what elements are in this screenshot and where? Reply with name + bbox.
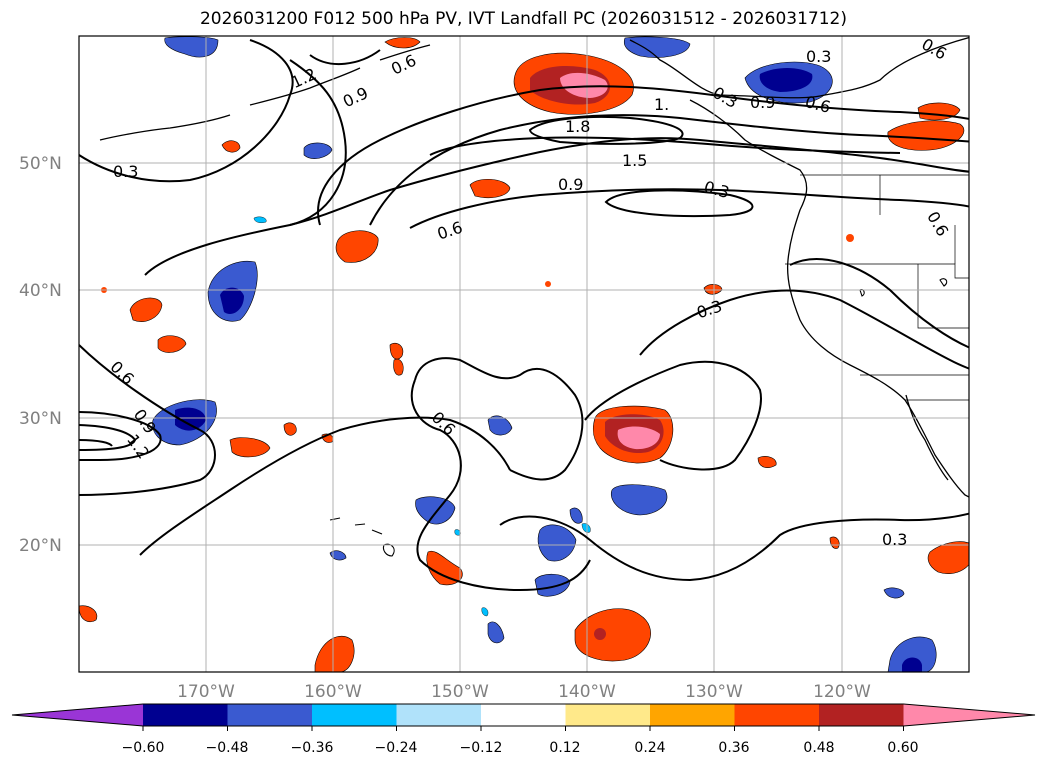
- colorbar-tick-label: −0.12: [460, 740, 503, 756]
- colorbar-extend-high: [903, 704, 1035, 726]
- negative-anomaly-blob: [569, 507, 583, 524]
- negative-anomaly-blob: [487, 415, 513, 436]
- negative-anomaly-blob: [610, 484, 668, 516]
- positive-anomaly-blob: [229, 437, 271, 458]
- positive-anomaly-blob: [389, 342, 404, 360]
- positive-anomaly-blob: [829, 536, 840, 549]
- pv-contours: [79, 39, 969, 592]
- colorbar-tick-labels: −0.60 −0.48 −0.36 −0.24 −0.12 0.12 0.24 …: [122, 740, 919, 756]
- colorbar-tick-label: −0.24: [375, 740, 418, 756]
- colorbar-tick-label: 0.36: [718, 740, 749, 756]
- colorbar-tick-label: −0.36: [291, 740, 334, 756]
- lat-tick-label: 50°N: [19, 154, 62, 174]
- pv-anomaly-shading: [79, 36, 969, 672]
- negative-anomaly-blob: [253, 216, 267, 223]
- lon-tick-label: 160°W: [304, 682, 362, 702]
- lon-tick-label: 130°W: [685, 682, 743, 702]
- negative-anomaly-blob: [883, 587, 905, 599]
- negative-anomaly-blob: [303, 142, 333, 159]
- negative-anomaly-blob: [623, 36, 691, 58]
- map-title: 2026031200 F012 500 hPa PV, IVT Landfall…: [199, 9, 847, 29]
- contour-label: 0.3: [882, 530, 907, 549]
- negative-anomaly-blob: [887, 636, 937, 672]
- lon-tick-labels: 170°W 160°W 150°W 140°W 130°W 120°W: [177, 682, 871, 702]
- colorbar-tick-label: 0.24: [634, 740, 665, 756]
- positive-anomaly-blob: [129, 297, 163, 322]
- contour-label: 0.9: [750, 93, 775, 112]
- colorbar-bin: [734, 704, 820, 726]
- colorbar-bin: [650, 704, 735, 726]
- colorbar-bin: [565, 704, 651, 726]
- coastlines: [99, 36, 969, 498]
- contour-label: 0.3: [806, 47, 831, 66]
- positive-anomaly-blob: [545, 281, 551, 287]
- lon-tick-label: 170°W: [177, 682, 235, 702]
- colorbar-tick-label: 0.48: [803, 740, 834, 756]
- lon-tick-label: 150°W: [431, 682, 489, 702]
- positive-anomaly-blob: [757, 456, 777, 468]
- colorbar-extend-low: [12, 704, 143, 726]
- colorbar: [11, 703, 1036, 731]
- positive-anomaly-blob: [384, 37, 421, 49]
- colorbar-bin: [312, 704, 397, 726]
- lon-tick-label: 120°W: [813, 682, 871, 702]
- positive-anomaly-blob: [887, 120, 965, 151]
- lon-tick-label: 140°W: [558, 682, 616, 702]
- colorbar-bin: [143, 704, 228, 726]
- colorbar-tick-label: 0.60: [887, 740, 918, 756]
- positive-anomaly-blob: [221, 140, 241, 153]
- positive-anomaly-blob: [469, 179, 511, 199]
- positive-anomaly-blob: [592, 405, 674, 464]
- colorbar-bin: [819, 704, 904, 726]
- negative-anomaly-blob: [487, 621, 505, 644]
- colorbar-bin: [481, 704, 566, 726]
- positive-anomaly-blob: [513, 52, 634, 115]
- negative-anomaly-blob: [207, 260, 258, 322]
- negative-anomaly-blob: [744, 61, 833, 104]
- positive-anomaly-blob: [393, 358, 404, 376]
- positive-anomaly-blob: [927, 541, 969, 574]
- lat-tick-labels: 50°N 40°N 30°N 20°N: [19, 154, 62, 556]
- lat-tick-label: 40°N: [19, 281, 62, 301]
- contour-label: 0.3: [113, 162, 138, 181]
- negative-anomaly-blob: [534, 573, 571, 597]
- plot-area: [79, 36, 969, 672]
- lat-tick-label: 20°N: [19, 536, 62, 556]
- lat-tick-label: 30°N: [19, 409, 62, 429]
- colorbar-tick-label: −0.48: [206, 740, 249, 756]
- contour-label: 1.8: [565, 117, 590, 136]
- positive-anomaly-blob: [79, 605, 98, 623]
- contour-label: 0.9: [558, 175, 583, 194]
- negative-anomaly-blob: [415, 496, 456, 525]
- positive-anomaly-blob: [157, 335, 187, 353]
- positive-anomaly-blob: [335, 230, 379, 263]
- negative-anomaly-blob: [164, 36, 219, 58]
- colorbar-tick-label: 0.12: [549, 740, 580, 756]
- negative-anomaly-blob: [581, 523, 591, 533]
- colorbar-tick-label: −0.60: [122, 740, 165, 756]
- colorbar-bin: [396, 704, 482, 726]
- contour-label: 1.5: [622, 151, 647, 170]
- positive-anomaly-blob: [283, 422, 297, 436]
- colorbar-bin: [227, 704, 313, 726]
- positive-anomaly-blob: [846, 234, 854, 242]
- negative-anomaly-blob: [481, 607, 489, 617]
- state-borders: [785, 174, 969, 401]
- negative-anomaly-blob: [537, 524, 577, 562]
- plot-frame: [78, 35, 970, 673]
- contour-label: 1.: [654, 95, 669, 114]
